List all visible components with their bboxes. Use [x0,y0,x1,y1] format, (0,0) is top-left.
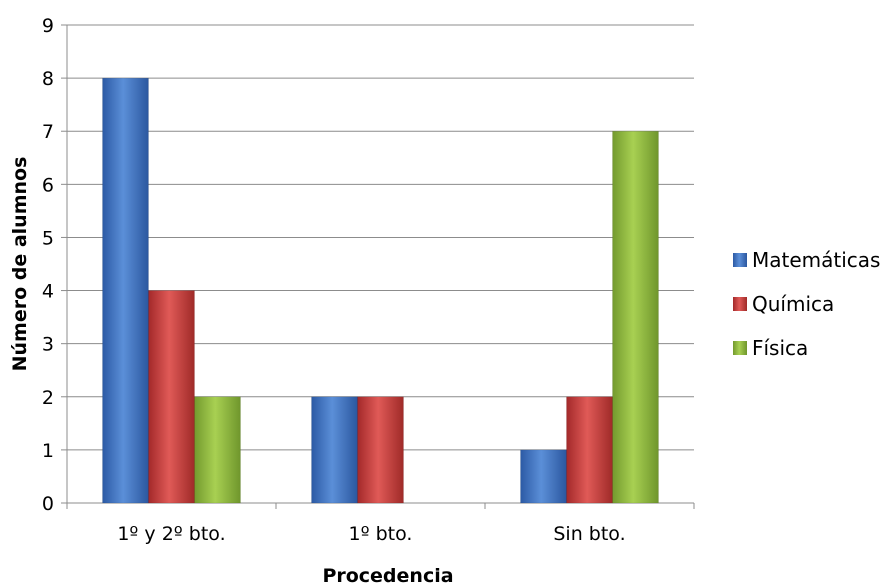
legend-swatch-2 [733,341,747,355]
y-tick-label: 3 [42,334,54,356]
bar-matemáticas-2 [520,449,567,504]
y-tick-label: 2 [42,387,54,409]
y-tick-label: 4 [42,281,54,303]
y-tick-labels: 0 1 2 3 4 5 6 7 8 9 [42,15,54,515]
bar-física-2 [612,130,659,504]
y-tick-label: 8 [42,68,54,90]
y-tick-label: 6 [42,174,54,196]
x-category-label: 1º y 2º bto. [117,523,225,545]
y-axis-title: Número de alumnos [9,157,31,372]
legend-label-0: Matemáticas [752,248,880,272]
bar-química-2 [566,396,613,504]
x-category-label: 1º bto. [349,523,413,545]
bar-matemáticas-1 [311,396,358,504]
bar-química-0 [148,290,195,504]
x-axis-title: Procedencia [322,565,453,584]
y-tick-label: 5 [42,227,54,249]
legend-label-1: Química [752,292,834,316]
x-category-labels: 1º y 2º bto. 1º bto. Sin bto. [117,523,625,545]
y-tick-label: 1 [42,440,54,462]
bar-matemáticas-0 [102,77,149,504]
legend-label-2: Física [752,336,808,360]
legend-swatch-0 [733,253,747,267]
legend: Matemáticas Química Física [733,248,880,360]
y-tick-label: 0 [42,493,54,515]
x-category-label: Sin bto. [553,523,625,545]
legend-swatch-1 [733,297,747,311]
y-tick-label: 7 [42,121,54,143]
bars [102,77,659,504]
y-tick-label: 9 [42,15,54,37]
bar-química-1 [357,396,404,504]
bar-física-0 [194,396,241,504]
